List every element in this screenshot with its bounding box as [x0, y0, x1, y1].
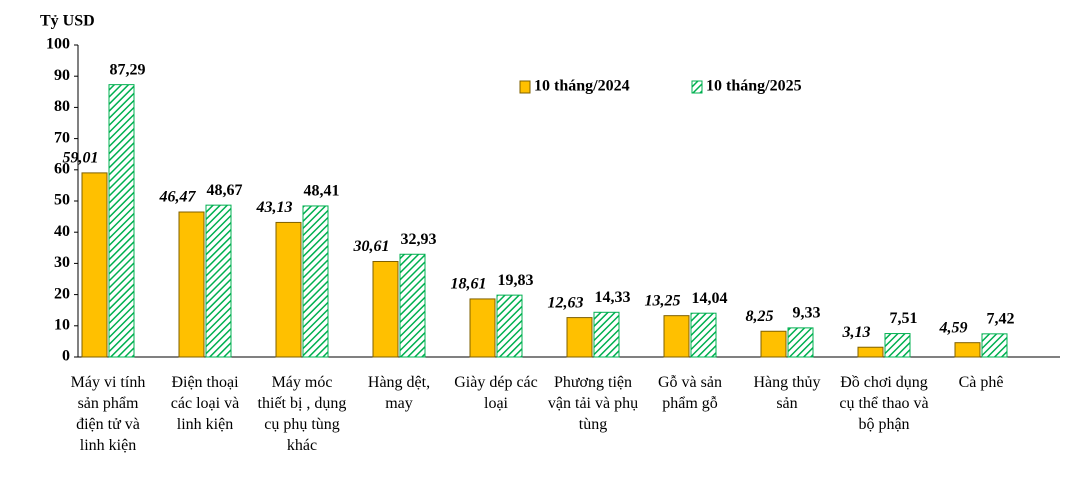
y-tick-label: 30 [54, 254, 70, 271]
y-tick-label: 20 [54, 285, 70, 302]
bar [857, 346, 884, 358]
y-tick-label: 100 [46, 36, 70, 53]
bar [690, 312, 717, 358]
data-label: 48,67 [207, 182, 243, 199]
bar [954, 342, 981, 358]
bar [884, 333, 911, 358]
bar [372, 260, 399, 358]
data-label: 7,51 [890, 310, 918, 327]
data-label: 46,47 [159, 189, 197, 206]
data-label: 14,33 [595, 289, 631, 306]
data-label: 19,83 [498, 272, 534, 289]
data-label: 12,63 [548, 294, 584, 311]
data-label: 9,33 [793, 305, 821, 322]
y-tick-label: 90 [54, 67, 70, 84]
x-tick-label: Máy móc thiết bị , dụng cụ phụ tùng khác [257, 374, 347, 454]
data-label: 32,93 [401, 231, 437, 248]
y-tick-label: 50 [54, 192, 70, 209]
data-label: 4,59 [939, 319, 968, 336]
data-label: 8,25 [746, 308, 774, 325]
x-tick-label: Máy vi tính sản phẩm điện tử và linh kiệ… [70, 374, 146, 454]
legend-swatch [519, 80, 531, 94]
data-label: 87,29 [110, 61, 146, 78]
y-axis-title: Tỷ USD [40, 13, 95, 30]
x-tick-label: Hàng dệt, may [367, 374, 431, 412]
x-tick-label: Hàng thủy sản [753, 374, 821, 412]
x-tick-label: Giày dép các loại [454, 374, 538, 412]
legend-label: 10 tháng/2024 [534, 78, 630, 95]
y-tick-label: 70 [54, 129, 70, 146]
bar [81, 172, 108, 358]
data-label: 18,61 [451, 276, 487, 293]
bar [302, 205, 329, 358]
data-label: 30,61 [353, 238, 390, 255]
legend-swatch [691, 80, 703, 94]
bar [981, 333, 1008, 358]
bar [399, 253, 426, 358]
bar [496, 294, 523, 358]
bar [205, 204, 232, 358]
y-tick-label: 10 [54, 316, 70, 333]
data-label: 7,42 [987, 311, 1015, 328]
bar [663, 315, 690, 358]
data-label: 48,41 [304, 183, 340, 200]
x-tick-label: Phương tiện vận tải và phụ tùng [547, 374, 639, 433]
x-tick-label: Gỗ và sản phẩm gỗ [658, 374, 722, 412]
data-label: 3,13 [842, 324, 871, 341]
bar [566, 317, 593, 358]
x-tick-label: Điện thoại các loại và linh kiện [170, 374, 240, 433]
bar [760, 330, 787, 358]
bar [275, 221, 302, 358]
y-tick-label: 60 [54, 160, 70, 177]
y-tick-label: 80 [54, 98, 70, 115]
bar [593, 311, 620, 358]
x-tick-label: Đồ chơi dụng cụ thể thao và bộ phận [839, 374, 929, 433]
legend-label: 10 tháng/2025 [706, 78, 802, 95]
data-label: 13,25 [645, 292, 681, 309]
y-tick-label: 0 [62, 348, 70, 365]
bar [108, 84, 135, 358]
y-tick-label: 40 [54, 223, 70, 240]
data-label: 43,13 [256, 199, 293, 216]
bar [469, 298, 496, 358]
bar [787, 327, 814, 358]
data-label: 14,04 [692, 290, 728, 307]
bar [178, 211, 205, 358]
x-tick-label: Cà phê [958, 374, 1004, 391]
data-label: 59,01 [63, 150, 99, 167]
